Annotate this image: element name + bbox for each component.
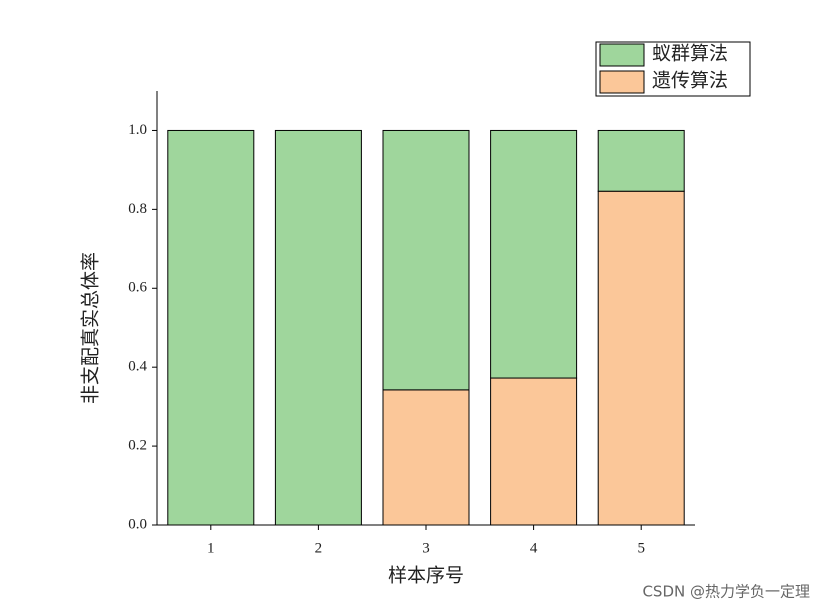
bar-segment — [490, 377, 578, 526]
y-tick-label: 0.4 — [128, 359, 147, 375]
bar-segment — [167, 129, 255, 526]
x-axis-label: 样本序号 — [388, 564, 464, 586]
y-tick-label: 0.6 — [128, 280, 147, 296]
y-tick-label: 1.0 — [128, 122, 147, 138]
bar-segment — [382, 389, 470, 526]
x-tick-label: 4 — [530, 540, 538, 556]
y-tick-label: 0.2 — [128, 438, 147, 454]
legend-swatch — [599, 43, 645, 67]
legend-label: 遗传算法 — [652, 69, 728, 91]
bar-segment — [382, 129, 470, 391]
y-tick-label: 0.0 — [128, 516, 147, 532]
watermark: CSDN @热力学负一定理 — [642, 583, 810, 601]
x-tick-label: 5 — [637, 540, 645, 556]
bar-segment — [274, 129, 362, 526]
bar-segment — [597, 190, 685, 526]
bar-segment — [597, 129, 685, 192]
bar-segment — [490, 129, 578, 379]
x-tick-label: 3 — [422, 540, 430, 556]
x-tick-label: 1 — [207, 540, 215, 556]
legend-label: 蚁群算法 — [652, 42, 728, 64]
x-tick-label: 2 — [315, 540, 323, 556]
y-axis-label: 非支配真实总体率 — [79, 252, 101, 404]
legend-swatch — [599, 70, 645, 94]
y-tick-label: 0.8 — [128, 201, 147, 217]
